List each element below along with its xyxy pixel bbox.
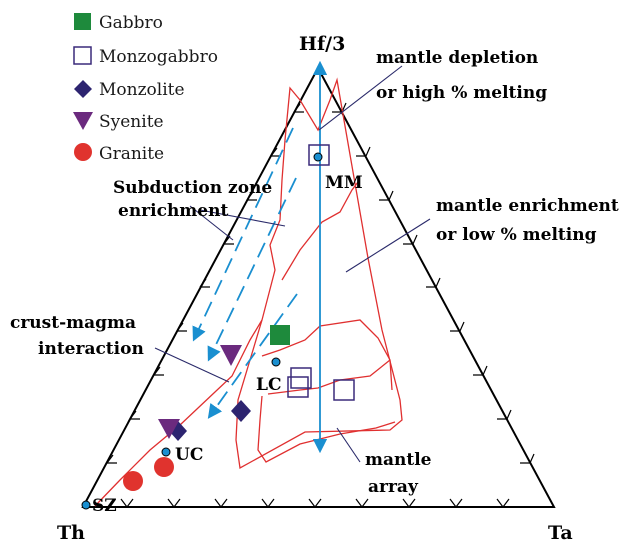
syenite-legend-swatch [73,112,93,130]
annotation-subduction-line2: enrichment [118,201,228,221]
annotation-mantle-depletion-line2: or high % melting [376,83,547,103]
subduction-arrow-2 [207,177,297,362]
crust-magma-arrow [207,293,298,419]
lower-array-boundary [267,359,391,395]
monzogabbro-point [308,144,330,166]
reference-label-uc: UC [175,445,203,465]
trend-arrows [192,60,328,454]
syenite-point [158,419,180,439]
legend-label-monzolite: Monzolite [99,80,185,100]
reference-label-sz: SZ [92,496,117,516]
granite-point [154,457,174,477]
monzogabbro-point [290,367,312,389]
data-points [81,144,355,510]
apex-label-right: Ta [548,522,573,544]
legend-label-granite: Granite [99,144,164,164]
granite-point [123,471,143,491]
monzolite-legend-swatch [74,80,92,98]
annotation-mantle-enrichment-line1: mantle enrichment [436,196,619,216]
monzolite-point [231,400,251,422]
array-inner-boundary [261,319,393,391]
reference-dot-lc [271,357,281,367]
monzogabbro-legend-swatch [73,46,92,65]
annotation-mantle-array-line2: array [368,477,419,497]
annotation-crust-magma-line1: crust-magma [10,313,136,333]
reference-dot-sz [81,500,91,510]
enrichment-boundary [281,181,359,281]
monzogabbro-point [333,379,355,401]
reference-label-lc: LC [256,375,281,395]
leader-lines [154,65,431,463]
legend-label-gabbro: Gabbro [99,13,163,33]
reference-label-mm: MM [325,173,363,193]
annotation-crust-magma-line2: interaction [38,339,144,359]
gabbro-legend-swatch [74,13,91,30]
annotation-subduction-line1: Subduction zone [113,178,272,198]
gabbro-point [270,325,290,345]
reference-dot-mm [313,152,323,162]
subduction-arrow-1 [192,127,294,342]
triangle-frame [81,65,556,508]
annotation-mantle-enrichment-line2: or low % melting [436,225,597,245]
tick-marks [106,102,535,508]
annotation-mantle-depletion-line1: mantle depletion [376,48,538,68]
granite-legend-swatch [74,143,92,161]
apex-label-top: Hf/3 [299,33,345,55]
monzogabbro-point [287,376,309,398]
legend-label-syenite: Syenite [99,112,164,132]
legend: Gabbro Monzogabbro Monzolite Syenite Gra… [73,13,218,164]
mantle-array-field [235,77,403,470]
annotation-mantle-array-line1: mantle [365,450,432,470]
apex-label-left: Th [57,522,85,544]
lower-field-boundary [257,395,396,463]
legend-label-monzogabbro: Monzogabbro [99,47,218,67]
syenite-point [220,345,242,366]
reference-dot-uc [161,447,171,457]
